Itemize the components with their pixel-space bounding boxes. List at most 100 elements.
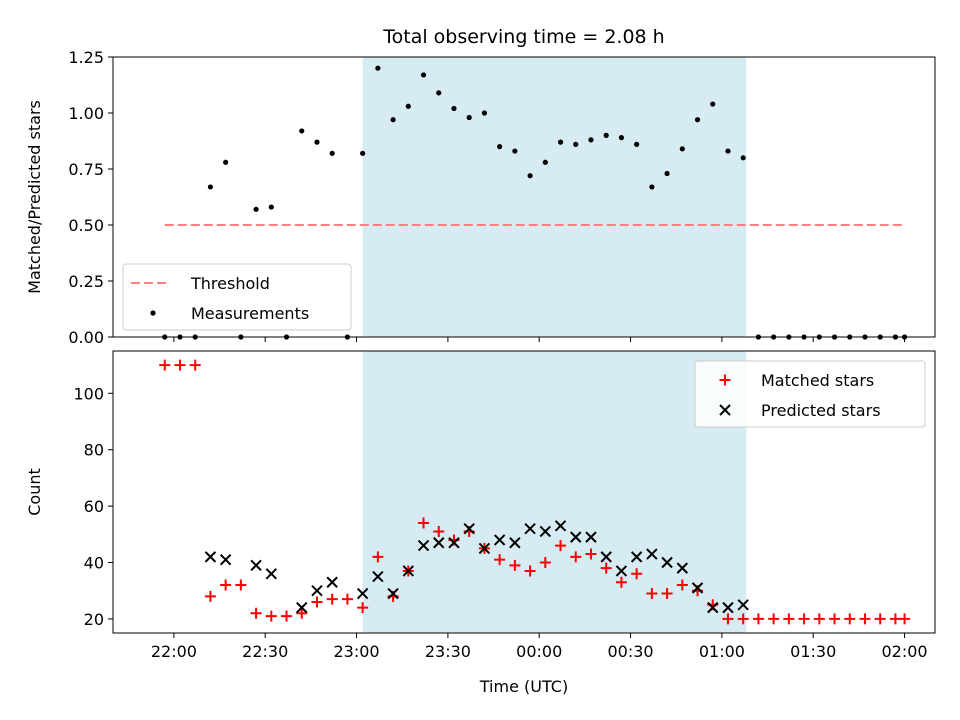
- predicted-stars-point: [539, 525, 552, 538]
- predicted-stars-point: [737, 599, 749, 611]
- measurement-point: [436, 90, 442, 96]
- predicted-stars-point: [691, 582, 704, 594]
- measurement-point: [710, 101, 716, 107]
- y-tick-label: 0.75: [68, 160, 104, 179]
- legend-label: Predicted stars: [761, 401, 881, 420]
- matched-stars-point: [899, 613, 911, 625]
- predicted-stars-point: [554, 520, 567, 532]
- predicted-stars-point: [311, 584, 323, 597]
- measurement-point: [664, 170, 670, 177]
- chart-title: Total observing time = 2.08 h: [382, 26, 664, 48]
- matched-stars-point: [631, 568, 643, 580]
- x-axis-label: Time (UTC): [479, 677, 568, 696]
- predicted-stars-point: [646, 548, 658, 560]
- x-tick-label: 22:00: [151, 642, 197, 661]
- measurement-point: [405, 103, 411, 109]
- predicted-stars-point: [356, 587, 369, 600]
- y-tick-label: 0.50: [68, 216, 104, 235]
- measurement-point: [527, 173, 533, 179]
- x-tick-label: 00:30: [608, 642, 654, 661]
- measurement-point: [512, 148, 518, 154]
- measurement-point: [573, 141, 579, 147]
- count-panel: 22:00 22:30 23:00 23:30 00:00 00:30 01:00 01:30…: [25, 350, 936, 661]
- measurement-point: [390, 117, 396, 123]
- predicted-stars-point: [585, 531, 597, 543]
- y-tick-label: 0.25: [68, 272, 104, 291]
- predicted-stars-point: [326, 576, 338, 588]
- matched-stars-point: [494, 554, 506, 566]
- matched-stars-point: [159, 359, 171, 371]
- matched-stars-point: [250, 607, 262, 619]
- measurement-point: [253, 206, 259, 212]
- legend-measurement-swatch: [150, 310, 156, 316]
- y-tick-label: 1.00: [68, 104, 104, 123]
- predicted-stars-point: [676, 562, 689, 574]
- legend: Threshold Measurements: [122, 263, 352, 331]
- matched-stars-point: [524, 565, 536, 577]
- legend-box: [694, 360, 926, 428]
- matched-stars-point: [189, 359, 201, 371]
- predicted-stars-point: [722, 601, 734, 614]
- matched-stars-point: [326, 593, 338, 605]
- legend-box: [122, 263, 352, 331]
- predicted-stars-point: [372, 570, 384, 583]
- predicted-stars-point: [219, 553, 232, 566]
- matched-stars-point: [281, 610, 293, 622]
- ratio-panel: 0.00 0.25 0.50 0.75 1.00 1.25 Matched/Predicte…: [25, 48, 936, 347]
- y-tick-label: 0.00: [68, 328, 104, 347]
- matched-stars-point: [433, 525, 445, 537]
- x-tick-label: 23:30: [425, 642, 471, 661]
- matched-stars-point: [585, 548, 597, 560]
- matched-stars-point: [204, 590, 216, 602]
- matched-stars-point: [555, 540, 567, 552]
- measurement-point: [740, 155, 746, 161]
- x-tick-label: 00:00: [516, 642, 562, 661]
- legend: Matched stars Predicted stars: [694, 360, 926, 428]
- legend-label: Threshold: [190, 274, 270, 293]
- matched-stars-point: [372, 551, 384, 563]
- matched-stars-point: [722, 613, 734, 625]
- matched-stars-point: [783, 613, 795, 625]
- measurement-point: [375, 65, 381, 71]
- legend-matched-swatch: [719, 374, 731, 386]
- observing-window-band: [362, 57, 747, 337]
- measurement-point: [207, 184, 214, 190]
- y-axis-label: Matched/Predicted stars: [25, 100, 44, 294]
- measurement-point: [497, 144, 503, 150]
- predicted-stars-point: [630, 551, 643, 563]
- x-tick-label: 01:30: [790, 642, 836, 661]
- matched-stars-point: [357, 602, 369, 614]
- measurement-point: [618, 135, 625, 141]
- predicted-stars-point: [707, 601, 719, 614]
- matched-stars-point: [813, 613, 825, 625]
- predicted-stars-point: [493, 534, 506, 546]
- legend-label: Matched stars: [761, 371, 874, 390]
- matched-stars-point: [311, 596, 323, 608]
- measurement-point: [634, 141, 640, 147]
- matched-stars-point: [768, 613, 780, 625]
- plot-frame: [112, 350, 936, 634]
- matched-stars-point: [600, 562, 612, 574]
- measurement-point: [360, 150, 366, 156]
- matched-stars-point: [859, 613, 871, 625]
- predicted-stars-point: [387, 587, 399, 600]
- x-tick-label: 23:00: [334, 642, 380, 661]
- observing-window-band: [362, 351, 747, 633]
- matched-stars-point: [874, 613, 886, 625]
- y-tick-label: 40: [84, 554, 104, 573]
- measurement-point: [314, 139, 320, 145]
- measurement-point: [679, 146, 685, 152]
- x-tick-label: 22:30: [242, 642, 288, 661]
- measurement-point: [481, 110, 488, 116]
- predicted-stars-point: [402, 565, 415, 577]
- measurement-point: [268, 204, 274, 210]
- matched-stars-point: [418, 517, 430, 529]
- y-tick-label: 1.25: [68, 48, 104, 67]
- predicted-stars-point: [615, 565, 628, 577]
- x-tick-label: 02:00: [882, 642, 928, 661]
- predicted-stars-point: [600, 551, 612, 563]
- y-tick-label: 80: [84, 441, 104, 460]
- y-tick-label: 100: [73, 384, 104, 403]
- predicted-stars-point: [204, 551, 217, 563]
